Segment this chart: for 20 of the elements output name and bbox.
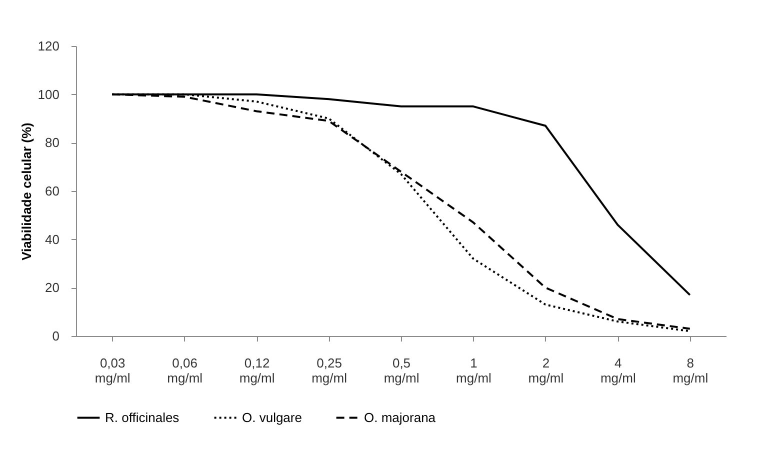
x-tick-label: 0,12 mg/ml	[239, 356, 275, 386]
x-tick-label: 0,25 mg/ml	[312, 356, 348, 386]
y-tick-label: 100	[38, 86, 60, 102]
x-tick-label: 0,5 mg/ml	[384, 356, 420, 386]
x-tick-label: 1 mg/ml	[456, 356, 492, 386]
x-tick-label: 8 mg/ml	[672, 356, 708, 386]
legend-label: O. majorana	[364, 410, 436, 425]
y-tick-label: 40	[45, 232, 60, 247]
legend-label: O. vulgare	[242, 410, 302, 425]
x-tick-label: 0,06 mg/ml	[167, 356, 203, 386]
y-tick-label: 0	[52, 328, 60, 344]
y-tick-label: 60	[45, 184, 60, 198]
y-axis-title: Viabilidade celular (%)	[18, 122, 34, 260]
x-tick-label: 4 mg/ml	[600, 356, 636, 386]
x-tick-label: 2 mg/ml	[528, 356, 564, 386]
x-tick-label: 0,03 mg/ml	[94, 356, 130, 386]
legend-label: R. officinales	[105, 410, 180, 425]
y-tick-label: 20	[45, 280, 60, 296]
y-tick-label: 120	[38, 38, 60, 54]
y-tick-label: 80	[45, 135, 60, 150]
